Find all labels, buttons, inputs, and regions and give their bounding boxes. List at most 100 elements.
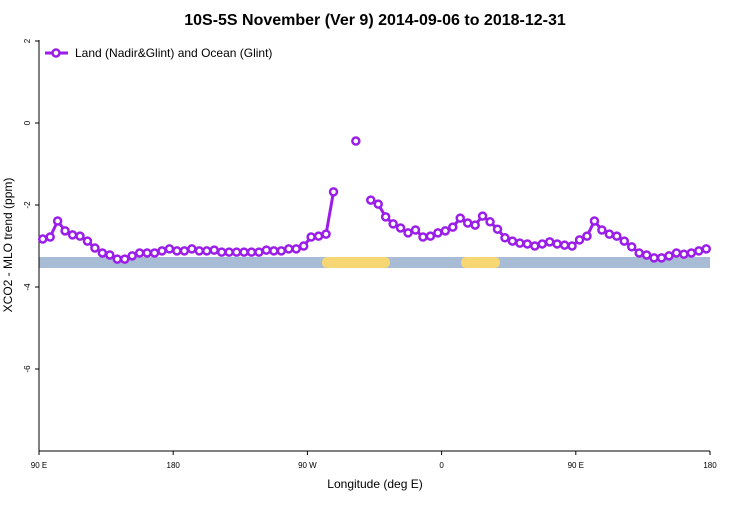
data-point bbox=[37, 234, 48, 244]
data-point bbox=[366, 195, 376, 205]
data-point bbox=[544, 237, 555, 247]
data-point bbox=[567, 241, 577, 251]
data-point bbox=[298, 241, 309, 251]
data-point bbox=[52, 216, 63, 226]
data-point bbox=[351, 136, 361, 146]
data-point bbox=[119, 254, 130, 264]
data-point bbox=[492, 224, 503, 234]
data-point bbox=[589, 216, 600, 226]
data-point bbox=[559, 240, 570, 250]
data-point bbox=[597, 225, 607, 235]
data-point bbox=[403, 228, 413, 238]
data-point bbox=[455, 213, 465, 223]
data-point bbox=[522, 239, 533, 249]
data-point bbox=[276, 246, 287, 256]
data-point bbox=[97, 248, 108, 258]
data-point bbox=[224, 247, 234, 257]
land-strip bbox=[461, 257, 500, 268]
x-axis-label: Longitude (deg E) bbox=[327, 477, 422, 491]
data-point bbox=[500, 233, 510, 243]
map-strip bbox=[39, 257, 710, 268]
data-point bbox=[291, 244, 301, 254]
data-point bbox=[164, 244, 175, 254]
data-point bbox=[619, 236, 630, 246]
data-point bbox=[582, 231, 592, 241]
data-point bbox=[306, 232, 316, 242]
data-point bbox=[515, 238, 525, 248]
data-point bbox=[686, 248, 697, 258]
data-point bbox=[60, 226, 70, 236]
data-point bbox=[664, 251, 674, 261]
data-point bbox=[67, 230, 78, 240]
data-point bbox=[75, 231, 85, 241]
data-point bbox=[254, 247, 264, 257]
data-point bbox=[269, 246, 279, 256]
y-tick-label: -2 bbox=[23, 201, 32, 209]
data-point bbox=[418, 232, 428, 242]
data-point bbox=[552, 239, 562, 249]
data-point bbox=[172, 246, 182, 256]
data-point bbox=[448, 222, 458, 232]
y-tick-label: 0 bbox=[23, 120, 32, 125]
data-point bbox=[388, 219, 398, 229]
y-tick-label: -4 bbox=[23, 283, 32, 291]
data-point bbox=[202, 246, 212, 256]
data-point bbox=[313, 231, 324, 241]
data-point bbox=[440, 226, 451, 236]
data-point bbox=[574, 235, 585, 245]
x-tick-label: 180 bbox=[167, 461, 181, 470]
data-point bbox=[216, 247, 227, 257]
data-point bbox=[530, 241, 540, 251]
data-point bbox=[321, 229, 331, 239]
data-point bbox=[261, 245, 272, 255]
land-strip bbox=[322, 257, 390, 268]
x-tick-label: 90 E bbox=[568, 461, 584, 470]
data-point bbox=[410, 225, 421, 235]
data-point bbox=[231, 247, 242, 257]
data-point bbox=[649, 253, 659, 263]
data-point bbox=[157, 246, 167, 256]
data-point bbox=[284, 244, 294, 254]
data-point bbox=[134, 248, 145, 258]
data-point bbox=[701, 244, 712, 254]
data-point bbox=[433, 228, 443, 238]
y-tick-label: -6 bbox=[23, 365, 32, 373]
data-point bbox=[462, 218, 473, 228]
x-tick-label: 0 bbox=[439, 461, 444, 470]
data-point bbox=[694, 246, 704, 256]
data-point bbox=[671, 248, 682, 258]
data-point bbox=[246, 247, 257, 257]
data-point bbox=[380, 212, 391, 222]
chart-title: 10S-5S November (Ver 9) 2014-09-06 to 20… bbox=[184, 12, 566, 29]
data-point bbox=[612, 231, 622, 241]
data-point bbox=[142, 248, 152, 258]
data-point bbox=[656, 253, 667, 263]
x-tick-label: 90 E bbox=[31, 461, 47, 470]
data-point bbox=[209, 245, 219, 255]
data-point bbox=[626, 242, 637, 252]
data-point bbox=[641, 250, 652, 260]
data-point bbox=[112, 254, 123, 264]
data-point bbox=[425, 231, 436, 241]
data-point bbox=[90, 243, 100, 253]
data-point bbox=[373, 199, 383, 209]
data-point bbox=[127, 251, 137, 261]
data-point bbox=[604, 229, 615, 239]
data-point bbox=[149, 248, 160, 258]
data-point bbox=[477, 211, 488, 221]
data-point bbox=[45, 232, 55, 242]
x-tick-label: 180 bbox=[703, 461, 717, 470]
data-point bbox=[82, 236, 93, 246]
y-tick-label: 2 bbox=[23, 38, 32, 43]
data-point bbox=[634, 248, 644, 258]
data-point bbox=[328, 187, 339, 197]
data-point bbox=[239, 247, 249, 257]
legend-label: Land (Nadir&Glint) and Ocean (Glint) bbox=[75, 46, 272, 60]
data-point bbox=[679, 249, 689, 259]
y-axis-label: XCO2 - MLO trend (ppm) bbox=[1, 178, 15, 313]
x-tick-label: 90 W bbox=[298, 461, 317, 470]
data-point bbox=[470, 220, 480, 230]
data-point bbox=[194, 246, 205, 256]
